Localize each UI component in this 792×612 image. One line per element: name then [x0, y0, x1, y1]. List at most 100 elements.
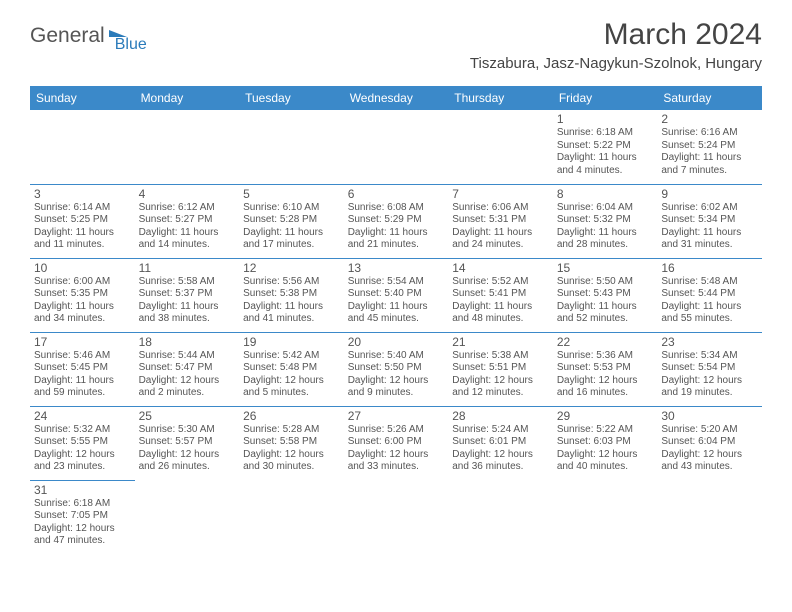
day-detail: and 43 minutes. — [661, 461, 758, 474]
day-detail: Sunset: 5:34 PM — [661, 214, 758, 227]
day-detail: Sunset: 5:57 PM — [139, 436, 236, 449]
day-number: 25 — [139, 409, 236, 423]
day-detail: Sunset: 5:40 PM — [348, 288, 445, 301]
day-detail: Sunrise: 5:32 AM — [34, 424, 131, 437]
day-detail: and 55 minutes. — [661, 313, 758, 326]
day-detail: Daylight: 11 hours — [139, 301, 236, 314]
day-detail: Sunset: 5:43 PM — [557, 288, 654, 301]
col-saturday: Saturday — [657, 86, 762, 110]
day-detail: Sunrise: 5:30 AM — [139, 424, 236, 437]
day-cell: 13Sunrise: 5:54 AMSunset: 5:40 PMDayligh… — [344, 258, 449, 332]
day-detail: Sunrise: 6:18 AM — [557, 127, 654, 140]
day-cell: 30Sunrise: 5:20 AMSunset: 6:04 PMDayligh… — [657, 406, 762, 480]
day-cell: 31Sunrise: 6:18 AMSunset: 7:05 PMDayligh… — [30, 480, 135, 554]
day-cell: 11Sunrise: 5:58 AMSunset: 5:37 PMDayligh… — [135, 258, 240, 332]
day-cell: 6Sunrise: 6:08 AMSunset: 5:29 PMDaylight… — [344, 184, 449, 258]
week-row: 3Sunrise: 6:14 AMSunset: 5:25 PMDaylight… — [30, 184, 762, 258]
day-detail: and 30 minutes. — [243, 461, 340, 474]
day-detail: and 33 minutes. — [348, 461, 445, 474]
day-detail: Sunrise: 5:58 AM — [139, 276, 236, 289]
day-detail: Sunset: 5:22 PM — [557, 140, 654, 153]
day-detail: Sunset: 5:37 PM — [139, 288, 236, 301]
day-detail: and 47 minutes. — [34, 535, 131, 548]
day-detail: and 9 minutes. — [348, 387, 445, 400]
day-detail: and 4 minutes. — [557, 165, 654, 178]
day-cell: 2Sunrise: 6:16 AMSunset: 5:24 PMDaylight… — [657, 110, 762, 184]
day-detail: Daylight: 12 hours — [34, 523, 131, 536]
day-number: 30 — [661, 409, 758, 423]
week-row: 10Sunrise: 6:00 AMSunset: 5:35 PMDayligh… — [30, 258, 762, 332]
day-cell: 21Sunrise: 5:38 AMSunset: 5:51 PMDayligh… — [448, 332, 553, 406]
day-number: 24 — [34, 409, 131, 423]
day-number: 27 — [348, 409, 445, 423]
day-cell — [344, 110, 449, 184]
day-detail: and 26 minutes. — [139, 461, 236, 474]
calendar-table: Sunday Monday Tuesday Wednesday Thursday… — [30, 86, 762, 554]
week-row: 1Sunrise: 6:18 AMSunset: 5:22 PMDaylight… — [30, 110, 762, 184]
col-sunday: Sunday — [30, 86, 135, 110]
day-detail: Sunset: 5:53 PM — [557, 362, 654, 375]
day-detail: Sunrise: 6:04 AM — [557, 202, 654, 215]
day-number: 12 — [243, 261, 340, 275]
day-detail: Daylight: 12 hours — [348, 449, 445, 462]
day-detail: Daylight: 12 hours — [661, 375, 758, 388]
day-detail: Daylight: 11 hours — [661, 227, 758, 240]
day-cell: 25Sunrise: 5:30 AMSunset: 5:57 PMDayligh… — [135, 406, 240, 480]
day-number: 3 — [34, 187, 131, 201]
day-cell: 5Sunrise: 6:10 AMSunset: 5:28 PMDaylight… — [239, 184, 344, 258]
day-detail: Sunset: 5:55 PM — [34, 436, 131, 449]
day-number: 10 — [34, 261, 131, 275]
day-detail: Sunset: 6:01 PM — [452, 436, 549, 449]
day-cell: 17Sunrise: 5:46 AMSunset: 5:45 PMDayligh… — [30, 332, 135, 406]
day-detail: Sunrise: 5:46 AM — [34, 350, 131, 363]
day-detail: Sunrise: 5:20 AM — [661, 424, 758, 437]
day-detail: and 34 minutes. — [34, 313, 131, 326]
day-detail: Sunset: 5:27 PM — [139, 214, 236, 227]
day-detail: and 45 minutes. — [348, 313, 445, 326]
day-number: 20 — [348, 335, 445, 349]
day-cell: 4Sunrise: 6:12 AMSunset: 5:27 PMDaylight… — [135, 184, 240, 258]
day-cell: 20Sunrise: 5:40 AMSunset: 5:50 PMDayligh… — [344, 332, 449, 406]
day-detail: and 12 minutes. — [452, 387, 549, 400]
day-cell: 15Sunrise: 5:50 AMSunset: 5:43 PMDayligh… — [553, 258, 658, 332]
day-detail: and 31 minutes. — [661, 239, 758, 252]
day-cell: 8Sunrise: 6:04 AMSunset: 5:32 PMDaylight… — [553, 184, 658, 258]
day-detail: Sunrise: 5:52 AM — [452, 276, 549, 289]
day-cell: 29Sunrise: 5:22 AMSunset: 6:03 PMDayligh… — [553, 406, 658, 480]
day-cell — [135, 110, 240, 184]
week-row: 24Sunrise: 5:32 AMSunset: 5:55 PM Dayligh… — [30, 406, 762, 480]
day-detail: Sunrise: 6:02 AM — [661, 202, 758, 215]
day-cell: 1Sunrise: 6:18 AMSunset: 5:22 PMDaylight… — [553, 110, 658, 184]
week-row: 31Sunrise: 6:18 AMSunset: 7:05 PMDayligh… — [30, 480, 762, 554]
day-detail: Daylight: 11 hours — [243, 227, 340, 240]
day-detail: and 16 minutes. — [557, 387, 654, 400]
day-cell — [553, 480, 658, 554]
day-cell: 10Sunrise: 6:00 AMSunset: 5:35 PMDayligh… — [30, 258, 135, 332]
calendar-body: 1Sunrise: 6:18 AMSunset: 5:22 PMDaylight… — [30, 110, 762, 554]
day-number: 23 — [661, 335, 758, 349]
day-number: 6 — [348, 187, 445, 201]
day-detail: Sunrise: 6:06 AM — [452, 202, 549, 215]
day-detail: and 24 minutes. — [452, 239, 549, 252]
day-detail: Sunrise: 6:00 AM — [34, 276, 131, 289]
day-detail: Sunset: 5:31 PM — [452, 214, 549, 227]
day-detail: Sunset: 6:00 PM — [348, 436, 445, 449]
day-cell — [344, 480, 449, 554]
day-detail: Sunset: 5:29 PM — [348, 214, 445, 227]
day-detail: Daylight: 12 hours — [348, 375, 445, 388]
day-cell: 16Sunrise: 5:48 AMSunset: 5:44 PMDayligh… — [657, 258, 762, 332]
day-detail: Daylight: 12 hours — [452, 449, 549, 462]
day-detail: and 19 minutes. — [661, 387, 758, 400]
day-detail: Sunrise: 5:50 AM — [557, 276, 654, 289]
logo-text-blue: Blue — [115, 36, 147, 54]
day-number: 19 — [243, 335, 340, 349]
day-detail: Sunset: 5:41 PM — [452, 288, 549, 301]
day-detail: Daylight: 11 hours — [34, 301, 131, 314]
day-cell: 9Sunrise: 6:02 AMSunset: 5:34 PMDaylight… — [657, 184, 762, 258]
day-detail: Sunset: 6:04 PM — [661, 436, 758, 449]
day-detail: Daylight: 12 hours — [661, 449, 758, 462]
day-detail: Sunrise: 5:44 AM — [139, 350, 236, 363]
day-cell — [657, 480, 762, 554]
day-detail: Sunrise: 6:18 AM — [34, 498, 131, 511]
week-row: 17Sunrise: 5:46 AMSunset: 5:45 PMDayligh… — [30, 332, 762, 406]
